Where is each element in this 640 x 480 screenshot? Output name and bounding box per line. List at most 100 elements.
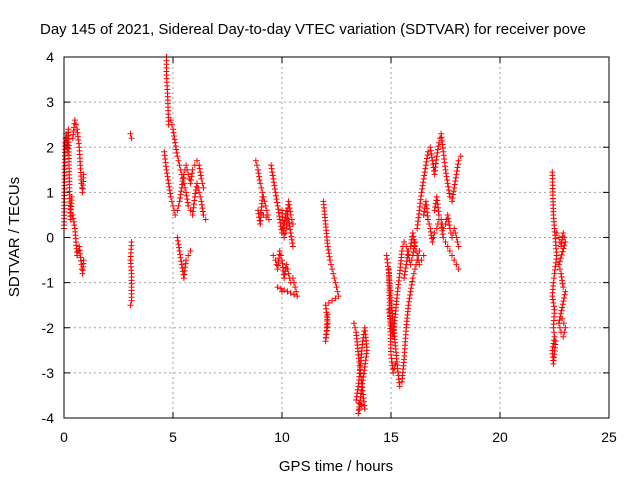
data-point [359,338,366,345]
data-point [202,216,209,223]
data-point [279,288,285,295]
data-point [445,218,452,225]
y-tick-label: -1 [42,275,55,291]
data-point [560,320,567,327]
x-axis-label: GPS time / hours [279,458,393,475]
data-point [171,136,178,143]
data-point [193,157,200,164]
data-point [560,284,567,291]
data-point [274,284,281,291]
data-point [429,161,436,168]
y-tick-label: -2 [42,320,55,336]
data-point [256,176,263,183]
data-point [556,266,563,273]
data-point [268,165,275,172]
data-point [185,171,192,178]
data-point [253,162,260,169]
data-point [174,234,181,241]
data-point [445,183,452,190]
data-point [255,166,262,173]
data-point [404,254,411,261]
data-point [287,211,294,218]
data-point [440,225,447,232]
data-point [176,248,183,255]
data-point [390,369,397,376]
data-point [423,158,430,165]
data-point [555,261,562,268]
data-point [446,248,453,255]
data-point [428,154,435,161]
data-point [410,233,417,240]
data-point [175,244,182,251]
data-point [163,166,170,173]
data-point [457,153,464,160]
data-point [426,220,433,227]
data-point [128,135,135,142]
data-point [183,192,190,199]
data-point [285,270,292,277]
data-point [271,182,278,189]
data-point [196,189,203,196]
data-point [440,234,447,241]
data-point [270,179,277,186]
data-points [61,54,569,417]
data-point [286,205,293,212]
data-point [454,239,461,246]
data-point [177,254,184,261]
data-point [294,293,301,300]
data-point [335,293,342,300]
data-point [410,249,417,256]
data-point [293,288,300,295]
data-point [451,181,458,188]
data-point [199,180,206,187]
data-point [408,281,415,288]
data-point [127,302,134,309]
data-point [187,180,194,187]
data-point [178,188,185,195]
data-point [268,162,275,169]
data-point [444,243,451,250]
data-point [281,234,288,241]
data-point [454,164,461,171]
data-point [272,257,279,264]
y-axis-label: SDTVAR / TECUs [6,177,23,297]
data-point [409,229,416,236]
data-point [128,297,135,304]
data-point [165,176,172,183]
data-point [403,261,410,268]
data-point [434,149,441,156]
data-point [560,229,567,236]
data-point [277,252,284,259]
data-point [270,252,277,259]
data-point [325,299,332,306]
data-point [452,229,459,236]
data-point [422,162,429,169]
data-point [391,365,398,372]
data-point [178,261,185,268]
data-point [453,171,460,178]
y-tick-label: -3 [42,365,55,381]
data-point [561,242,568,249]
data-point [431,229,438,236]
data-point [290,279,297,286]
data-point [183,189,190,196]
data-point [413,248,420,255]
data-point [419,182,426,189]
data-point [197,169,204,176]
data-point [550,329,557,336]
data-point [174,153,181,160]
data-point [435,143,442,150]
data-point [166,187,173,194]
data-point [433,225,440,232]
data-point [274,202,281,209]
data-point [191,193,198,200]
data-point [423,155,430,162]
data-point [443,173,450,180]
data-point [405,298,412,305]
y-tick-label: 1 [46,184,54,200]
data-point [275,206,282,213]
grid [64,57,609,418]
data-point [558,307,565,314]
data-point [453,234,460,241]
